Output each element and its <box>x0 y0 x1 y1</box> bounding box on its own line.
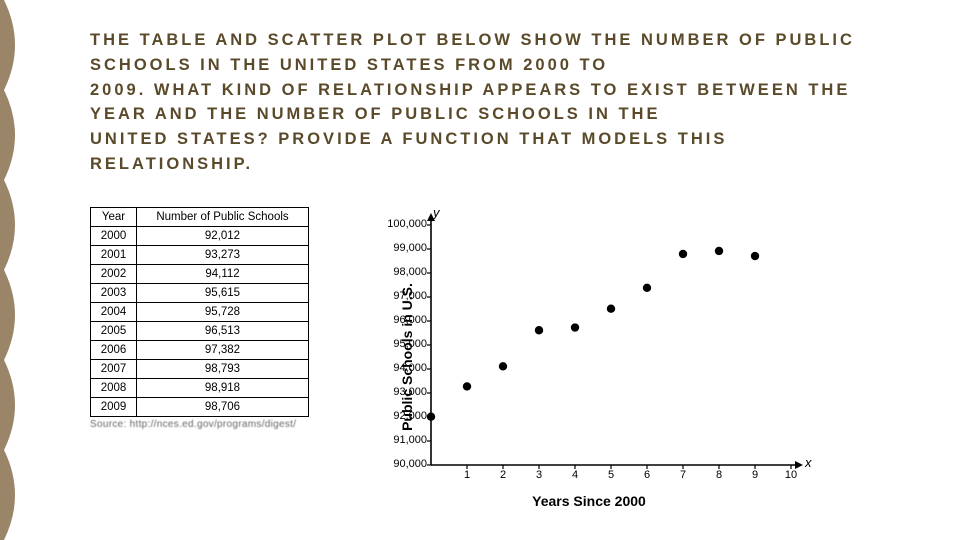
table-cell: 2003 <box>91 283 137 302</box>
x-tick-label: 6 <box>644 469 650 481</box>
y-tick-label: 98,000 <box>367 266 427 278</box>
data-table-block: Year Number of Public Schools 200092,012… <box>90 207 309 430</box>
table-cell: 2008 <box>91 378 137 397</box>
table-cell: 93,273 <box>137 245 309 264</box>
x-tick-label: 1 <box>464 469 470 481</box>
table-row: 200495,728 <box>91 302 309 321</box>
slide-wave-decoration <box>0 0 40 540</box>
slide-content: THE TABLE AND SCATTER PLOT BELOW SHOW TH… <box>90 28 930 507</box>
table-cell: 2002 <box>91 264 137 283</box>
table-cell: 98,706 <box>137 397 309 416</box>
table-body: 200092,012200193,273200294,112200395,615… <box>91 226 309 416</box>
table-cell: 97,382 <box>137 340 309 359</box>
table-cell: 2007 <box>91 359 137 378</box>
table-row: 200092,012 <box>91 226 309 245</box>
table-cell: 95,728 <box>137 302 309 321</box>
table-cell: 2009 <box>91 397 137 416</box>
table-cell: 98,793 <box>137 359 309 378</box>
table-cell: 96,513 <box>137 321 309 340</box>
y-tick-label: 91,000 <box>367 434 427 446</box>
x-tick-label: 2 <box>500 469 506 481</box>
table-cell: 95,615 <box>137 283 309 302</box>
y-tick-label: 99,000 <box>367 242 427 254</box>
y-tick-label: 96,000 <box>367 314 427 326</box>
table-row: 200395,615 <box>91 283 309 302</box>
table-source: Source: http://nces.ed.gov/programs/dige… <box>90 419 309 430</box>
x-tick-label: 5 <box>608 469 614 481</box>
scatter-chart: Public Schools in U.S. Years Since 2000 … <box>349 207 829 507</box>
table-cell: 94,112 <box>137 264 309 283</box>
y-tick-label: 94,000 <box>367 362 427 374</box>
col-header-value: Number of Public Schools <box>137 207 309 226</box>
table-cell: 2001 <box>91 245 137 264</box>
y-tick-label: 93,000 <box>367 386 427 398</box>
x-tick-label: 7 <box>680 469 686 481</box>
y-tick-label: 100,000 <box>367 218 427 230</box>
table-cell: 2000 <box>91 226 137 245</box>
slide-heading: THE TABLE AND SCATTER PLOT BELOW SHOW TH… <box>90 28 930 177</box>
table-row: 200193,273 <box>91 245 309 264</box>
x-tick-label: 8 <box>716 469 722 481</box>
table-row: 200596,513 <box>91 321 309 340</box>
data-table: Year Number of Public Schools 200092,012… <box>90 207 309 417</box>
table-cell: 2004 <box>91 302 137 321</box>
table-row: 200697,382 <box>91 340 309 359</box>
x-tick-label: 10 <box>785 469 797 481</box>
x-tick-label: 4 <box>572 469 578 481</box>
table-row: 200998,706 <box>91 397 309 416</box>
table-cell: 98,918 <box>137 378 309 397</box>
table-row: 200898,918 <box>91 378 309 397</box>
y-tick-label: 92,000 <box>367 410 427 422</box>
y-tick-label: 97,000 <box>367 290 427 302</box>
x-tick-label: 3 <box>536 469 542 481</box>
col-header-year: Year <box>91 207 137 226</box>
y-tick-label: 95,000 <box>367 338 427 350</box>
x-tick-label: 9 <box>752 469 758 481</box>
table-row: 200798,793 <box>91 359 309 378</box>
body-row: Year Number of Public Schools 200092,012… <box>90 207 930 507</box>
table-cell: 2005 <box>91 321 137 340</box>
table-cell: 92,012 <box>137 226 309 245</box>
table-row: 200294,112 <box>91 264 309 283</box>
y-tick-label: 90,000 <box>367 458 427 470</box>
table-cell: 2006 <box>91 340 137 359</box>
